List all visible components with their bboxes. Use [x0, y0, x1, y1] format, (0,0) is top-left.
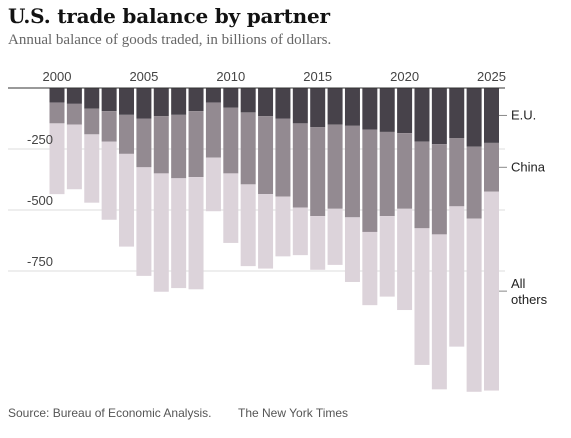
credit-note: The New York Times: [238, 406, 349, 420]
bar-e-u-2009: [205, 88, 221, 103]
bar-china-2005: [136, 118, 152, 168]
bar-e-u-2021: [414, 88, 430, 142]
bar-china-2001: [66, 103, 82, 125]
bar-china-2009: [205, 102, 221, 158]
bar-e-u-2008: [188, 88, 204, 112]
source-note: Source: Bureau of Economic Analysis.: [8, 406, 212, 420]
gridlines: [8, 148, 505, 272]
bar-e-u-2019: [379, 88, 395, 132]
bar-all-others-2001: [66, 124, 82, 190]
chart-subtitle: Annual balance of goods traded, in billi…: [8, 32, 332, 48]
bar-all-others-2015: [310, 216, 326, 270]
bar-all-others-2019: [379, 216, 395, 297]
bar-china-2006: [153, 116, 169, 174]
bar-china-2007: [171, 114, 187, 179]
bar-china-2008: [188, 111, 204, 178]
bar-china-2004: [119, 114, 135, 154]
y-tick-label: -250: [27, 132, 53, 147]
bar-e-u-2002: [84, 88, 100, 109]
bar-e-u-2013: [275, 88, 291, 119]
bar-e-u-2023: [449, 88, 465, 139]
y-tick-label: -500: [27, 193, 53, 208]
chart-title: U.S. trade balance by partner: [8, 4, 330, 28]
bar-all-others-2009: [205, 157, 221, 212]
bar-china-2002: [84, 108, 100, 135]
bar-e-u-2000: [49, 88, 65, 103]
bar-china-2022: [431, 144, 447, 235]
x-tick-label: 2000: [43, 69, 72, 84]
bar-e-u-2003: [101, 88, 117, 112]
bar-all-others-2007: [171, 178, 187, 289]
bar-e-u-2024: [466, 88, 482, 147]
bar-all-others-2022: [431, 234, 447, 390]
bar-china-2017: [344, 125, 360, 218]
axes: -250 -500 -750 2000 2005 2010 2015 2020 2025: [8, 69, 506, 269]
bar-china-2012: [258, 116, 274, 195]
bar-all-others-2018: [362, 231, 378, 306]
bar-all-others-2003: [101, 141, 117, 220]
y-tick-label: -750: [27, 254, 53, 269]
legend-china-label: China: [511, 159, 546, 174]
bar-all-others-2021: [414, 228, 430, 365]
bars: [49, 88, 499, 392]
x-tick-label: 2020: [390, 69, 419, 84]
bar-all-others-2008: [188, 177, 204, 290]
bar-all-others-2000: [49, 123, 65, 195]
bar-e-u-2022: [431, 88, 447, 145]
bar-all-others-2002: [84, 134, 100, 203]
legend: E.U. China All others: [499, 107, 548, 307]
bar-e-u-2012: [258, 88, 274, 117]
bar-e-u-2020: [397, 88, 413, 134]
bar-all-others-2016: [327, 208, 343, 265]
bar-all-others-2014: [292, 207, 308, 256]
bar-e-u-2015: [310, 88, 326, 128]
bar-e-u-2006: [153, 88, 169, 117]
bar-all-others-2025: [484, 191, 499, 391]
bar-all-others-2023: [449, 206, 465, 347]
bar-china-2016: [327, 124, 343, 209]
bar-e-u-2011: [240, 88, 256, 113]
bar-e-u-2005: [136, 88, 152, 119]
bar-all-others-2012: [258, 194, 274, 269]
bar-e-u-2010: [223, 88, 239, 108]
bar-china-2021: [414, 141, 430, 229]
bar-all-others-2010: [223, 173, 239, 243]
bar-china-2020: [397, 133, 413, 209]
bar-china-2014: [292, 123, 308, 208]
bar-e-u-2016: [327, 88, 343, 125]
bar-all-others-2020: [397, 208, 413, 311]
bar-e-u-2001: [66, 88, 82, 104]
bar-e-u-2007: [171, 88, 187, 115]
bar-e-u-2017: [344, 88, 360, 126]
bar-china-2024: [466, 146, 482, 219]
x-tick-label: 2010: [216, 69, 245, 84]
x-tick-label: 2005: [129, 69, 158, 84]
bar-e-u-2004: [119, 88, 135, 115]
bar-all-others-2013: [275, 196, 291, 257]
bar-china-2023: [449, 138, 465, 207]
bar-china-2015: [310, 127, 326, 217]
bar-china-2003: [101, 111, 117, 142]
bar-all-others-2004: [119, 153, 135, 247]
bar-china-2010: [223, 107, 239, 174]
bar-china-2019: [379, 131, 395, 217]
legend-e-u-label: E.U.: [511, 107, 536, 122]
bar-china-2000: [49, 102, 65, 124]
bar-all-others-2006: [153, 173, 169, 292]
bar-china-2011: [240, 112, 256, 185]
bar-all-others-2017: [344, 217, 360, 282]
legend-all-others-label: All others: [511, 276, 548, 307]
bar-all-others-2024: [466, 218, 482, 392]
bar-all-others-2011: [240, 184, 256, 267]
x-tick-label: 2025: [477, 69, 506, 84]
bar-all-others-2005: [136, 167, 152, 276]
x-tick-label: 2015: [303, 69, 332, 84]
bar-china-2025: [484, 142, 499, 192]
bar-china-2018: [362, 129, 378, 232]
bar-china-2013: [275, 118, 291, 197]
bar-e-u-2025: [484, 88, 499, 143]
bar-e-u-2018: [362, 88, 378, 130]
bar-e-u-2014: [292, 88, 308, 124]
